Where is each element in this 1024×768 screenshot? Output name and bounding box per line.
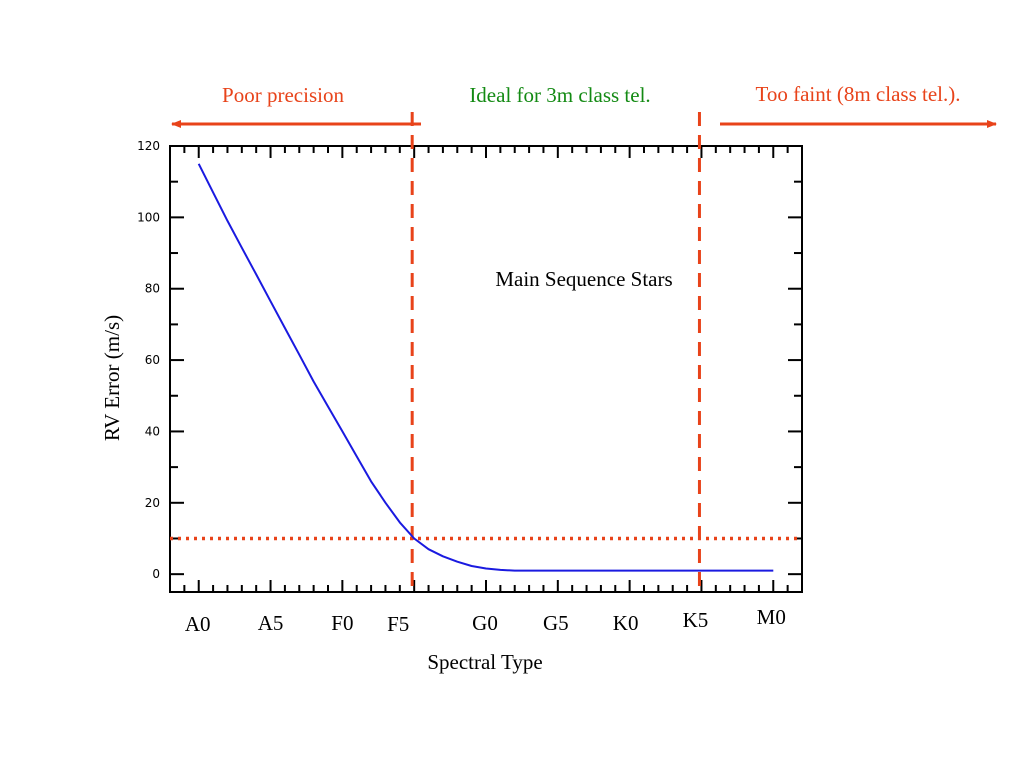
- y-tick-labels: 0 20 40 60 80 100 120: [137, 139, 160, 581]
- poor-precision-label: Poor precision: [222, 83, 344, 107]
- y-tick-label: 40: [145, 424, 160, 438]
- x-tick-label: A0: [185, 612, 211, 636]
- too-faint-label: Too faint (8m class tel.).: [756, 82, 961, 106]
- x-tick-label: M0: [757, 605, 786, 629]
- main-sequence-label: Main Sequence Stars: [495, 267, 672, 291]
- y-tick-label: 80: [145, 282, 160, 296]
- y-tick-label: 0: [152, 567, 160, 581]
- x-tick-label: A5: [258, 611, 284, 635]
- x-tick-labels: A0 A5 F0 F5 G0 G5 K0 K5 M0: [185, 605, 786, 636]
- x-tick-label: K5: [683, 608, 709, 632]
- x-tick-label: G0: [472, 611, 498, 635]
- x-tick-label: K0: [613, 611, 639, 635]
- y-tick-label: 100: [137, 210, 160, 224]
- x-tick-label: G5: [543, 611, 569, 635]
- axis-ticks: [169, 145, 803, 592]
- y-tick-label: 60: [145, 353, 160, 367]
- rv-error-curve: [197, 163, 774, 572]
- y-axis-title: RV Error (m/s): [100, 315, 124, 441]
- y-tick-label: 120: [137, 139, 160, 153]
- ideal-label: Ideal for 3m class tel.: [469, 83, 650, 107]
- x-tick-label: F0: [331, 611, 353, 635]
- reference-lines: [170, 112, 802, 592]
- series-group: [197, 163, 774, 572]
- x-tick-label: F5: [387, 612, 409, 636]
- plot-frame: [169, 145, 803, 593]
- x-axis-title: Spectral Type: [427, 650, 542, 674]
- y-tick-label: 20: [145, 496, 160, 510]
